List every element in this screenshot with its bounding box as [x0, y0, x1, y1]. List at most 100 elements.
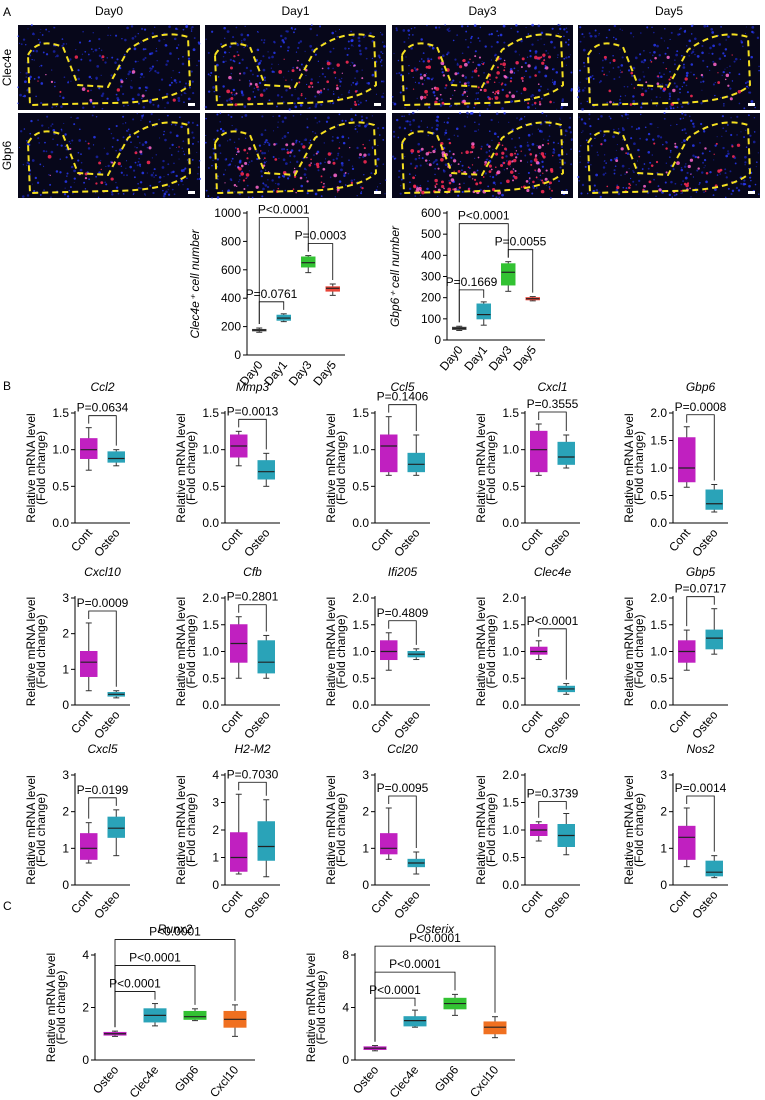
signal-dot: [47, 154, 52, 159]
nucleus-dot: [718, 57, 722, 61]
signal-dot: [267, 171, 270, 173]
nucleus-dot: [563, 35, 565, 38]
nucleus-dot: [318, 120, 321, 123]
nucleus-dot: [754, 183, 757, 186]
nucleus-dot: [183, 91, 186, 95]
nucleus-dot: [275, 182, 277, 185]
nucleus-dot: [130, 141, 132, 143]
nucleus-dot: [59, 171, 62, 174]
y-tick-label: 0.5: [202, 479, 219, 493]
nucleus-dot: [222, 129, 225, 133]
significance-bracket: [686, 795, 715, 852]
signal-dot: [479, 88, 483, 92]
signal-dot: [512, 174, 515, 178]
y-tick-label: 1.0: [650, 645, 667, 659]
nucleus-dot: [615, 38, 618, 41]
nucleus-dot: [80, 161, 83, 164]
nucleus-dot: [60, 144, 63, 147]
signal-dot: [549, 100, 552, 104]
signal-dot: [45, 73, 47, 76]
signal-dot: [116, 88, 121, 92]
nucleus-dot: [175, 27, 178, 30]
nucleus-dot: [498, 196, 501, 199]
nucleus-dot: [643, 75, 646, 78]
signal-dot: [533, 101, 537, 105]
nucleus-dot: [87, 53, 90, 56]
nucleus-dot: [428, 106, 431, 109]
signal-dot: [341, 72, 343, 74]
nucleus-dot: [243, 105, 247, 108]
nucleus-dot: [29, 54, 32, 57]
nucleus-dot: [280, 45, 282, 48]
nucleus-dot: [137, 182, 139, 185]
nucleus-dot: [495, 196, 498, 199]
nucleus-dot: [729, 87, 732, 90]
nucleus-dot: [755, 166, 757, 168]
signal-dot: [421, 83, 424, 85]
box: [107, 816, 125, 838]
y-tick-label: 0.0: [502, 516, 519, 530]
nucleus-dot: [570, 138, 574, 141]
nucleus-dot: [224, 169, 226, 171]
nucleus-dot: [138, 86, 141, 90]
nucleus-dot: [132, 169, 136, 172]
nucleus-dot: [505, 160, 508, 162]
nucleus-dot: [380, 50, 383, 54]
nucleus-dot: [264, 79, 267, 82]
nucleus-dot: [362, 155, 365, 159]
nucleus-dot: [382, 163, 385, 165]
signal-dot: [234, 103, 238, 107]
nucleus-dot: [647, 150, 651, 154]
y-tick-label: 0.5: [202, 671, 219, 685]
chart-title: H2-M2: [234, 742, 270, 756]
nucleus-dot: [594, 29, 597, 32]
nucleus-dot: [497, 121, 500, 123]
image-background: [18, 25, 200, 110]
significance-bracket: [388, 620, 417, 645]
nucleus-dot: [263, 41, 266, 44]
nucleus-dot: [303, 167, 307, 170]
nucleus-dot: [403, 40, 406, 44]
nucleus-dot: [474, 50, 477, 53]
signal-dot: [731, 54, 733, 56]
nucleus-dot: [261, 195, 264, 198]
nucleus-dot: [182, 140, 185, 143]
nucleus-dot: [392, 101, 394, 104]
nucleus-dot: [355, 69, 359, 73]
nucleus-dot: [289, 154, 292, 157]
nucleus-dot: [421, 157, 424, 160]
nucleus-dot: [520, 117, 523, 121]
nucleus-dot: [701, 152, 704, 155]
y-axis-label: Relative mRNA level: [24, 413, 38, 522]
nucleus-dot: [610, 158, 613, 162]
nucleus-dot: [172, 70, 174, 72]
signal-dot: [178, 146, 180, 148]
nucleus-dot: [535, 107, 537, 109]
nucleus-dot: [537, 128, 539, 130]
nucleus-dot: [243, 38, 246, 41]
nucleus-dot: [77, 151, 80, 154]
nucleus-dot: [539, 179, 542, 181]
nucleus-dot: [168, 83, 172, 87]
signal-dot: [498, 141, 501, 145]
nucleus-dot: [277, 175, 281, 179]
nucleus-dot: [411, 111, 415, 115]
nucleus-dot: [494, 55, 496, 57]
signal-dot: [520, 76, 524, 80]
signal-dot: [462, 93, 464, 95]
nucleus-dot: [581, 131, 583, 133]
nucleus-dot: [545, 184, 547, 186]
nucleus-dot: [148, 52, 152, 56]
signal-dot: [648, 180, 652, 184]
y-tick-label: 0: [234, 348, 241, 362]
nucleus-dot: [588, 32, 591, 35]
nucleus-dot: [393, 52, 395, 55]
signal-dot: [494, 96, 499, 100]
x-tick-label: Osteo: [91, 708, 123, 742]
signal-dot: [460, 152, 463, 154]
nucleus-dot: [144, 48, 147, 50]
nucleus-dot: [453, 134, 456, 136]
signal-dot: [603, 73, 606, 76]
nucleus-dot: [490, 45, 493, 48]
nucleus-dot: [485, 151, 488, 154]
